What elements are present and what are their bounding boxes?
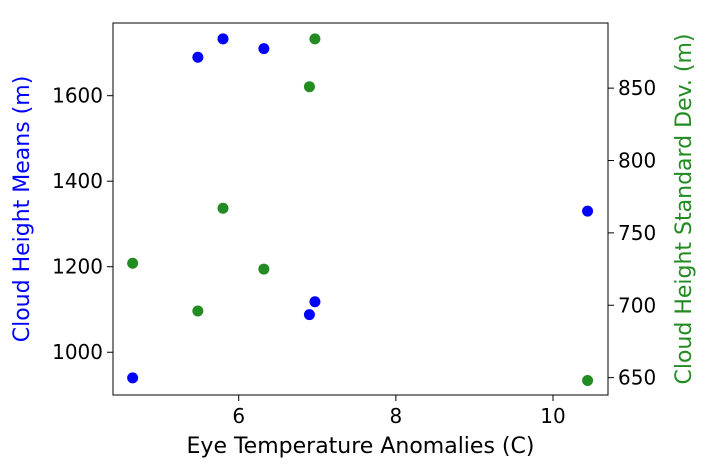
mean-point xyxy=(582,205,594,217)
y-axis-right-label: Cloud Height Standard Dev. (m) xyxy=(672,33,697,384)
plot-frame xyxy=(112,22,609,396)
stddev-point xyxy=(258,263,270,275)
y-axis-left-label: Cloud Height Means (m) xyxy=(10,76,35,343)
stddev-point xyxy=(303,81,315,93)
y-right-tick-label: 650 xyxy=(618,366,656,390)
x-axis-label: Eye Temperature Anomalies (C) xyxy=(187,434,535,459)
y-right-tick-label: 750 xyxy=(618,221,656,245)
stddev-point xyxy=(309,33,321,45)
y-left-tick-label: 1000 xyxy=(52,340,103,364)
x-tick-label: 6 xyxy=(232,404,245,428)
ticks-layer: 6 8 10 1000 1200 1400 1600 650 700 750 800 850 xyxy=(52,76,656,428)
points-layer xyxy=(127,33,594,387)
mean-point xyxy=(127,372,139,384)
mean-point xyxy=(217,33,229,45)
stddev-point xyxy=(217,202,229,214)
stddev-point xyxy=(582,375,594,387)
y-left-tick-label: 1600 xyxy=(52,84,103,108)
mean-point xyxy=(303,309,315,321)
x-tick-label: 8 xyxy=(389,404,402,428)
y-right-tick-label: 850 xyxy=(618,76,656,100)
stddev-point xyxy=(127,257,139,269)
y-right-tick-label: 800 xyxy=(618,149,656,173)
mean-point xyxy=(258,43,270,55)
x-tick-label: 10 xyxy=(540,404,565,428)
y-left-tick-label: 1200 xyxy=(52,255,103,279)
y-right-tick-label: 700 xyxy=(618,293,656,317)
stddev-point xyxy=(192,305,204,317)
mean-point xyxy=(192,51,204,63)
y-left-tick-label: 1400 xyxy=(52,169,103,193)
mean-point xyxy=(309,296,321,308)
